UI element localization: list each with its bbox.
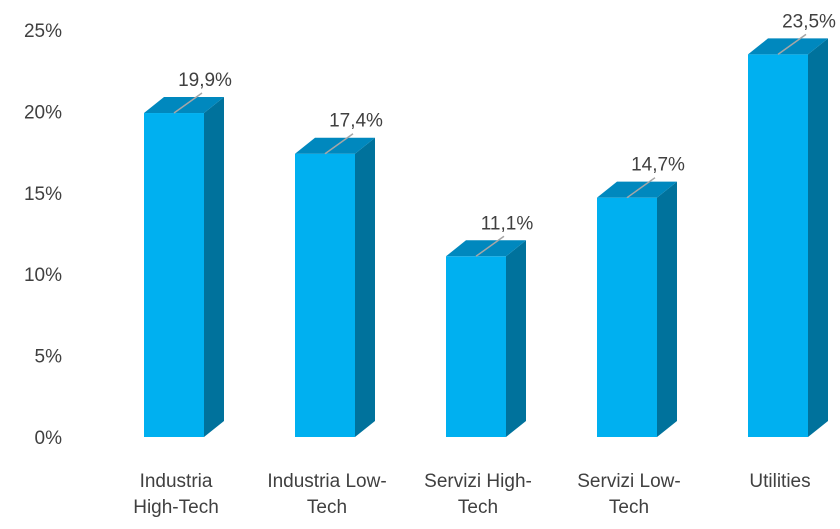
y-tick-label: 25% [24, 21, 62, 42]
bar-side-face [657, 181, 677, 437]
bar-front-face [295, 153, 355, 437]
y-tick-label: 10% [24, 265, 62, 286]
bar-front-face [597, 197, 657, 437]
data-label-leader-line [626, 177, 656, 199]
bar-side-face [506, 240, 526, 437]
data-label-leader-line [324, 133, 354, 155]
bar [597, 181, 677, 437]
x-tick-label: Industria Low-Tech [267, 471, 386, 518]
bar-side-face [808, 38, 828, 438]
y-tick-label: 5% [35, 347, 63, 368]
y-tick-label: 0% [35, 428, 63, 449]
data-label-leader-line [173, 92, 203, 114]
data-label: 17,4% [329, 111, 383, 132]
x-tick-label: Servizi Low-Tech [577, 471, 680, 518]
bar [295, 137, 375, 437]
x-tick-label: Industria High-Tech [133, 471, 219, 518]
x-axis: Industria High-Tech Industria Low-Tech Serv… [133, 471, 810, 518]
bar-side-face [355, 137, 375, 437]
y-tick-label: 15% [24, 184, 62, 205]
bar [446, 240, 526, 437]
y-axis: 0% 5% 10% 15% 20% 25% [24, 21, 62, 449]
bar [144, 97, 224, 437]
x-tick-label: Servizi High-Tech [424, 471, 532, 518]
bar-front-face [748, 54, 808, 438]
bar-series [144, 38, 828, 438]
data-label: 19,9% [178, 70, 232, 91]
bar-side-face [204, 97, 224, 437]
data-label: 23,5% [782, 11, 836, 32]
data-label-leader-line [777, 33, 807, 56]
data-label: 14,7% [631, 155, 685, 176]
x-tick-label: Utilities [749, 471, 810, 492]
bar-front-face [446, 256, 506, 437]
data-label-leader-line [475, 235, 505, 257]
bar [748, 38, 828, 438]
y-tick-label: 20% [24, 102, 62, 123]
bar-front-face [144, 113, 204, 437]
data-labels: 19,9% 17,4% 11,1% 14,7% 23,5% [173, 11, 836, 257]
data-label: 11,1% [481, 213, 534, 234]
